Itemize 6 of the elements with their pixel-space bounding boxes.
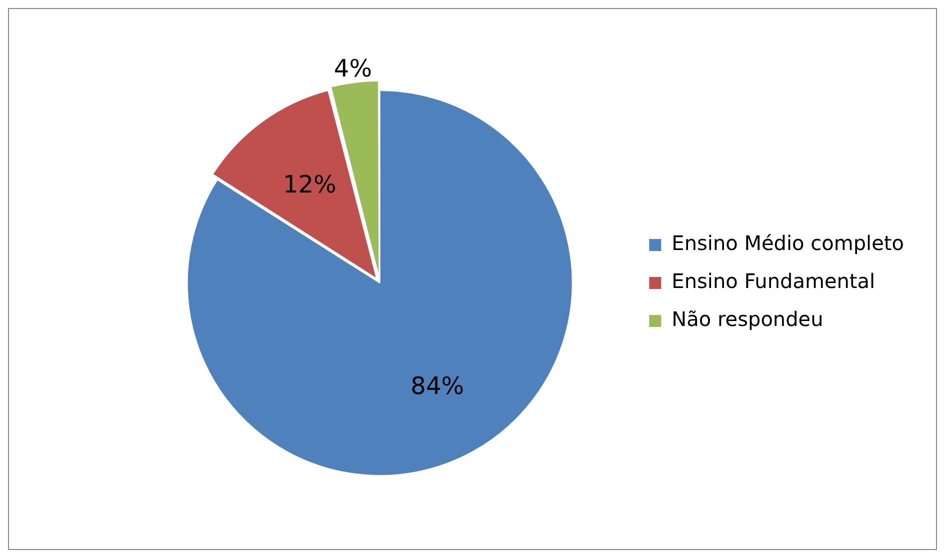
data-label: 12% [283,170,336,199]
data-label: 84% [410,372,464,400]
data-label: 4% [334,54,372,82]
legend-label: Ensino Médio completo [672,231,904,256]
legend-label: Não respondeu [672,307,824,332]
legend-label: Ensino Fundamental [672,269,876,294]
